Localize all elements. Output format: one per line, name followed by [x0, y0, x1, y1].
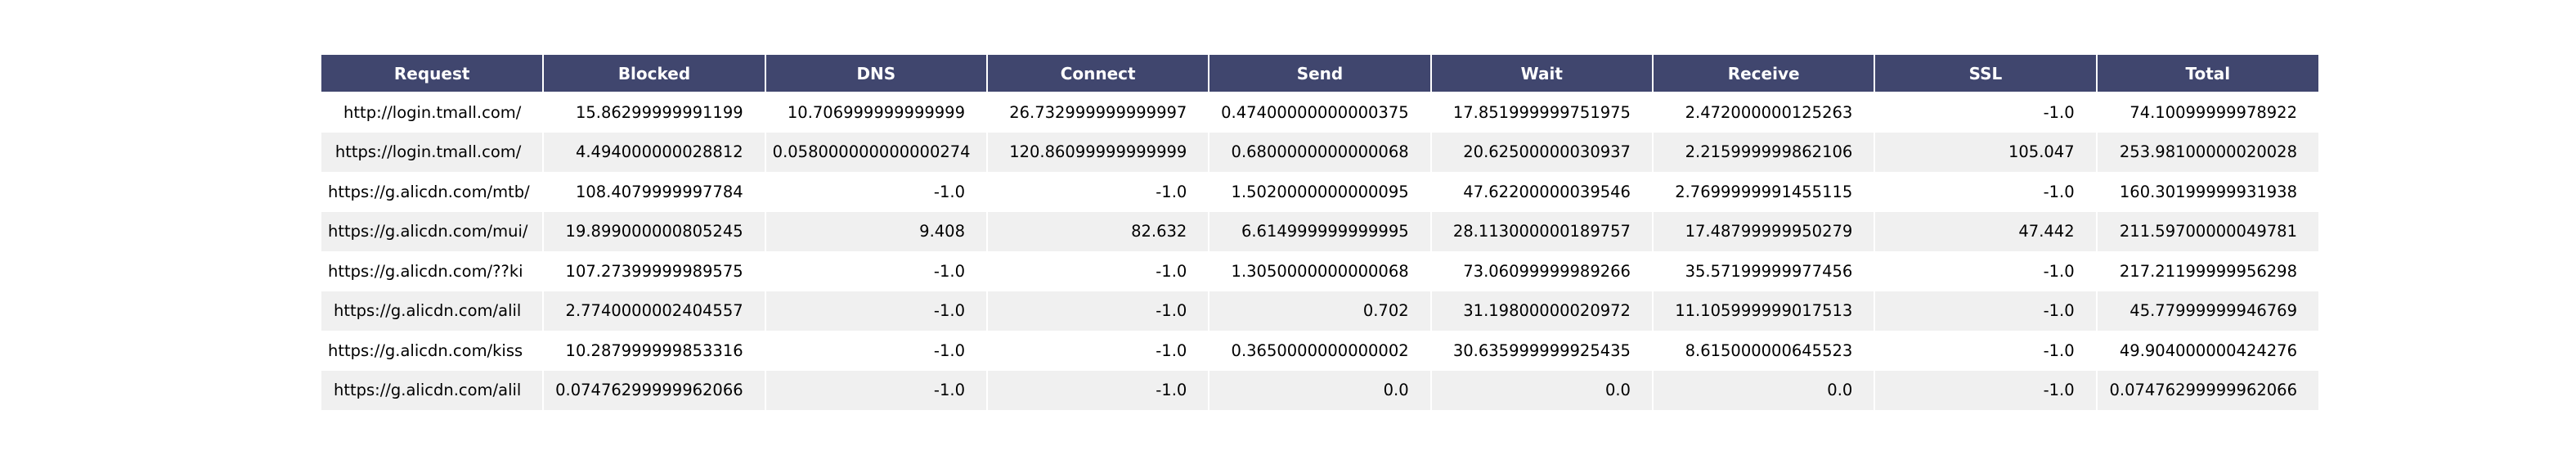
- table-row: https://g.alicdn.com/mui/19.899000000805…: [321, 211, 2318, 251]
- data-table: Request Blocked DNS Connect Send Wait Receive S…: [321, 55, 2318, 410]
- table-cell: 0.3650000000000002: [1209, 331, 1432, 371]
- request-url-cell: https://g.alicdn.com/alil: [321, 370, 545, 410]
- column-header: Wait: [1430, 55, 1654, 93]
- column-header: Blocked: [543, 55, 766, 93]
- table-cell: 10.287999999853316: [543, 331, 766, 371]
- table-cell: 105.047: [1874, 132, 2098, 172]
- column-header: Send: [1209, 55, 1432, 93]
- table-cell: 0.07476299999962066: [543, 370, 766, 410]
- table-cell: 9.408: [765, 211, 988, 251]
- table-cell: 108.4079999997784: [543, 172, 766, 212]
- table-cell: 6.614999999999995: [1209, 211, 1432, 251]
- column-header: Request: [321, 55, 545, 93]
- table-cell: 4.494000000028812: [543, 132, 766, 172]
- table-cell: 28.113000000189757: [1430, 211, 1654, 251]
- table-cell: 15.86299999991199: [543, 92, 766, 133]
- table-cell: 217.21199999956298: [2096, 251, 2318, 291]
- table-cell: -1.0: [765, 172, 988, 212]
- table-cell: 2.7740000002404557: [543, 291, 766, 331]
- table-cell: 82.632: [986, 211, 1210, 251]
- table-cell: 49.904000000424276: [2096, 331, 2318, 371]
- table-row: https://login.tmall.com/4.49400000002881…: [321, 132, 2318, 172]
- table-cell: 45.77999999946769: [2096, 291, 2318, 331]
- table-cell: -1.0: [1874, 370, 2098, 410]
- table-cell: 0.6800000000000068: [1209, 132, 1432, 172]
- table-cell: -1.0: [1874, 172, 2098, 212]
- table-cell: 0.0: [1430, 370, 1654, 410]
- table-cell: 74.10099999978922: [2096, 92, 2318, 133]
- request-url-cell: https://g.alicdn.com/kiss: [321, 331, 545, 371]
- table-cell: 30.635999999925435: [1430, 331, 1654, 371]
- table-cell: 35.57199999977456: [1652, 251, 1876, 291]
- request-url-cell: https://login.tmall.com/: [321, 132, 545, 172]
- table-cell: 211.59700000049781: [2096, 211, 2318, 251]
- request-url-cell: https://g.alicdn.com/alil: [321, 291, 545, 331]
- request-url-cell: http://login.tmall.com/: [321, 92, 545, 133]
- table-cell: -1.0: [1874, 92, 2098, 133]
- table-cell: 11.105999999017513: [1652, 291, 1876, 331]
- table-cell: 2.215999999862106: [1652, 132, 1876, 172]
- table-cell: 1.3050000000000068: [1209, 251, 1432, 291]
- table-cell: 160.30199999931938: [2096, 172, 2318, 212]
- table-cell: 0.47400000000000375: [1209, 92, 1432, 133]
- request-url-cell: https://g.alicdn.com/mtb/: [321, 172, 545, 212]
- table-cell: 253.98100000020028: [2096, 132, 2318, 172]
- table-cell: 2.472000000125263: [1652, 92, 1876, 133]
- table-cell: 0.0: [1652, 370, 1876, 410]
- column-header: Total: [2096, 55, 2318, 93]
- column-header: Connect: [986, 55, 1210, 93]
- table-cell: 20.62500000030937: [1430, 132, 1654, 172]
- table-cell: -1.0: [765, 291, 988, 331]
- table-cell: -1.0: [986, 251, 1210, 291]
- table-cell: -1.0: [986, 172, 1210, 212]
- request-url-cell: https://g.alicdn.com/mui/: [321, 211, 545, 251]
- table-row: https://g.alicdn.com/kiss 10.287999999853…: [321, 331, 2318, 371]
- table-cell: -1.0: [1874, 331, 2098, 371]
- table-cell: -1.0: [1874, 251, 2098, 291]
- table-cell: 0.702: [1209, 291, 1432, 331]
- table-header-row: Request Blocked DNS Connect Send Wait Receive S…: [321, 55, 2318, 93]
- table-cell: 73.06099999989266: [1430, 251, 1654, 291]
- table-cell: 120.86099999999999: [986, 132, 1210, 172]
- table-cell: 17.48799999950279: [1652, 211, 1876, 251]
- table-cell: 0.0: [1209, 370, 1432, 410]
- table-cell: -1.0: [986, 291, 1210, 331]
- table-cell: 19.899000000805245: [543, 211, 766, 251]
- table-row: https://g.alicdn.com/mtb/108.40799999977…: [321, 172, 2318, 212]
- table-cell: 8.615000000645523: [1652, 331, 1876, 371]
- column-header: Receive: [1652, 55, 1876, 93]
- table-row: http://login.tmall.com/15.86299999991199…: [321, 92, 2318, 133]
- table-cell: -1.0: [1874, 291, 2098, 331]
- table-cell: 0.058000000000000274: [765, 132, 988, 172]
- table-body: http://login.tmall.com/15.86299999991199…: [321, 92, 2318, 410]
- table-cell: 47.442: [1874, 211, 2098, 251]
- table-cell: -1.0: [765, 251, 988, 291]
- table-cell: 31.19800000020972: [1430, 291, 1654, 331]
- table-cell: -1.0: [986, 331, 1210, 371]
- request-url-cell: https://g.alicdn.com/??ki: [321, 251, 545, 291]
- table-cell: 0.07476299999962066: [2096, 370, 2318, 410]
- table-row: https://g.alicdn.com/alil 0.0747629999996…: [321, 370, 2318, 410]
- table-cell: 2.7699999991455115: [1652, 172, 1876, 212]
- table-cell: 26.732999999999997: [986, 92, 1210, 133]
- table-cell: 17.851999999751975: [1430, 92, 1654, 133]
- table-cell: 10.706999999999999: [765, 92, 988, 133]
- table-cell: 107.27399999989575: [543, 251, 766, 291]
- column-header: SSL: [1874, 55, 2098, 93]
- table-cell: -1.0: [986, 370, 1210, 410]
- table-cell: 1.5020000000000095: [1209, 172, 1432, 212]
- data-table-container: Request Blocked DNS Connect Send Wait Receive S…: [321, 55, 2318, 410]
- column-header: DNS: [765, 55, 988, 93]
- table-cell: 47.62200000039546: [1430, 172, 1654, 212]
- table-row: https://g.alicdn.com/alil 2.7740000002404…: [321, 291, 2318, 331]
- table-cell: -1.0: [765, 370, 988, 410]
- table-cell: -1.0: [765, 331, 988, 371]
- table-row: https://g.alicdn.com/??ki 107.27399999989…: [321, 251, 2318, 291]
